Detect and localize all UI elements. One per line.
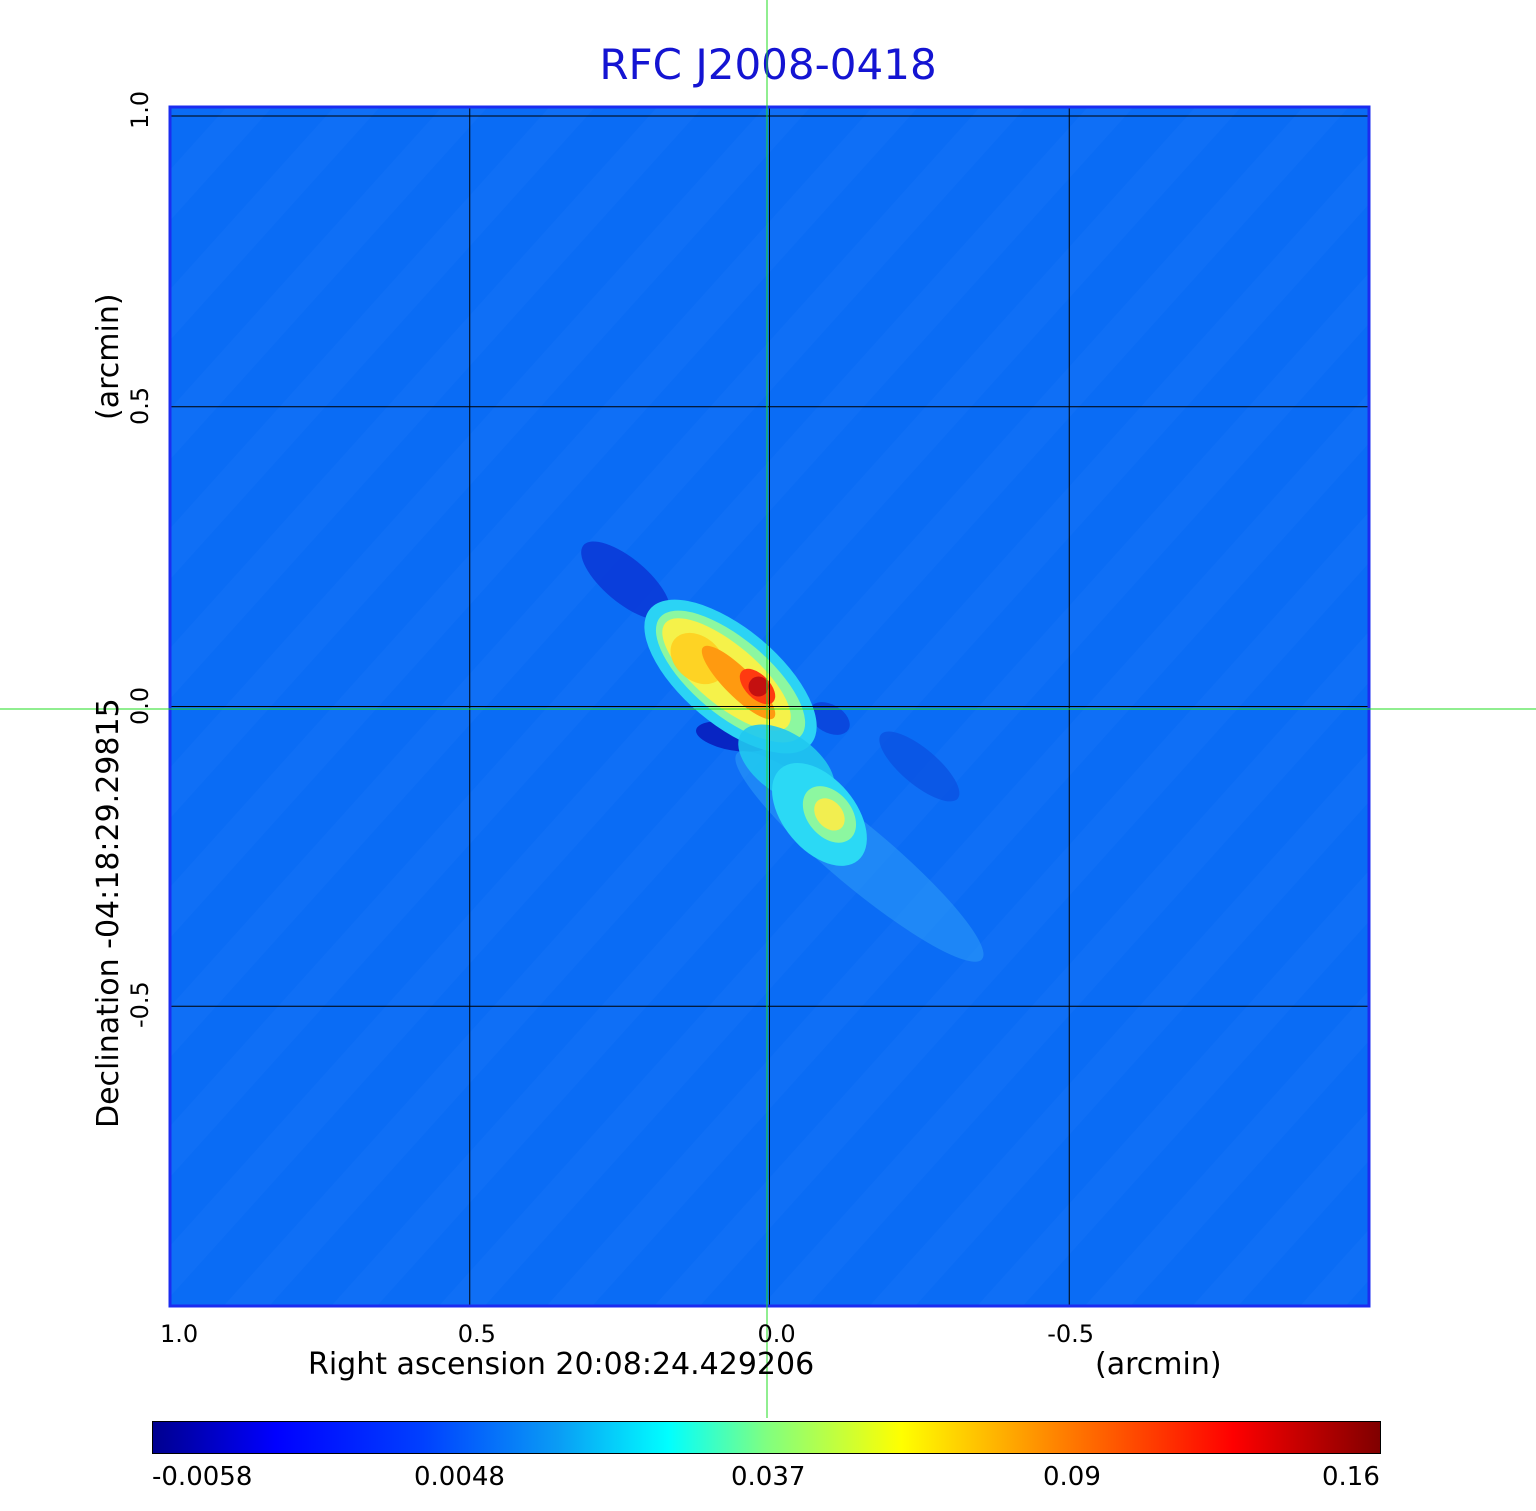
- y-tick-label: 0.0: [126, 686, 154, 725]
- negative-lobe: [879, 731, 960, 802]
- negative-lobe: [809, 702, 850, 735]
- map-frame: [168, 105, 1371, 1308]
- x-tick-label: 1.0: [160, 1320, 199, 1348]
- x-axis-label: Right ascension 20:08:24.429206: [308, 1347, 815, 1382]
- x-tick-label: 0.5: [457, 1320, 496, 1348]
- y-tick-label: 0.5: [126, 386, 154, 425]
- chart-title: RFC J2008-0418: [599, 40, 937, 89]
- colorbar-tick-label: 0.037: [731, 1462, 806, 1492]
- y-tick-label: 1.0: [126, 90, 154, 129]
- emission-core: [748, 676, 769, 697]
- x-tick-label: 0.0: [757, 1320, 796, 1348]
- y-tick-label: -0.5: [126, 981, 154, 1029]
- colorbar-tick-label: 0.16: [1322, 1462, 1380, 1492]
- y-axis-label: Declination -04:18:29.29815: [91, 698, 126, 1128]
- x-tick-label: -0.5: [1047, 1320, 1095, 1348]
- colorbar-tick-label: 0.09: [1043, 1462, 1101, 1492]
- x-axis-unit: (arcmin): [1095, 1347, 1222, 1382]
- emission-peak: [814, 798, 845, 831]
- colorbar-tick-label: -0.0058: [152, 1462, 253, 1492]
- y-axis-unit: (arcmin): [91, 293, 126, 420]
- source-emission: [581, 541, 984, 962]
- colorbar: [152, 1421, 1381, 1454]
- coordinate-grid: [170, 107, 1369, 1306]
- negative-lobe: [581, 541, 671, 620]
- colorbar-tick-label: 0.0048: [414, 1462, 505, 1492]
